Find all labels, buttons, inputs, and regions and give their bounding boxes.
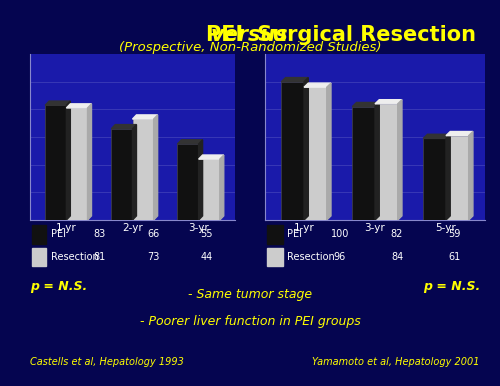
Bar [304,87,326,220]
Polygon shape [198,155,224,159]
Text: p = N.S.: p = N.S. [30,280,88,293]
Text: 59: 59 [448,230,460,239]
Polygon shape [304,83,331,87]
Polygon shape [352,102,380,107]
Polygon shape [66,104,92,108]
Polygon shape [398,100,402,220]
Polygon shape [88,104,92,220]
Polygon shape [326,83,331,220]
Bar [45,105,66,220]
Polygon shape [304,78,308,220]
Text: 81: 81 [94,252,106,262]
Bar [178,144,199,220]
Bar [375,104,398,220]
Text: 73: 73 [147,252,159,262]
Text: Yamamoto et al, Hepatology 2001: Yamamoto et al, Hepatology 2001 [312,357,480,367]
Text: 83: 83 [94,230,106,239]
Polygon shape [45,101,70,105]
Bar [112,129,132,220]
Polygon shape [375,100,402,104]
Bar [352,107,375,220]
Polygon shape [112,125,136,129]
Text: Castells et al, Hepatology 1993: Castells et al, Hepatology 1993 [30,357,184,367]
Polygon shape [220,155,224,220]
Polygon shape [178,140,203,144]
Bar [32,248,46,266]
Text: 100: 100 [330,230,349,239]
Bar [424,139,446,220]
Polygon shape [424,134,450,139]
Polygon shape [375,102,380,220]
Text: 66: 66 [147,230,159,239]
Text: PEI: PEI [50,230,66,239]
Bar [132,119,154,220]
Bar [32,225,46,244]
Text: 84: 84 [391,252,403,262]
Bar [66,108,87,220]
Text: p = N.S.: p = N.S. [423,280,480,293]
Text: PEI: PEI [206,25,250,45]
Text: 82: 82 [391,230,403,239]
Polygon shape [282,78,308,82]
Polygon shape [446,134,450,220]
Text: - Same tumor stage: - Same tumor stage [188,288,312,301]
Text: (Prospective, Non-Randomized Studies): (Prospective, Non-Randomized Studies) [119,41,382,54]
Bar [282,82,304,220]
Text: PEI: PEI [287,230,302,239]
Polygon shape [132,125,136,220]
Bar [198,159,220,220]
Bar [446,135,468,220]
Text: Surgical Resection: Surgical Resection [250,25,476,45]
Bar [267,248,282,266]
Text: - Poorer liver function in PEI groups: - Poorer liver function in PEI groups [140,315,360,328]
Polygon shape [132,115,158,119]
Text: Resection: Resection [287,252,335,262]
Text: Resection: Resection [50,252,98,262]
Polygon shape [154,115,158,220]
Text: 55: 55 [200,230,212,239]
Polygon shape [198,140,202,220]
Text: 61: 61 [448,252,460,262]
Polygon shape [66,101,70,220]
Text: versus: versus [211,25,289,45]
Text: 96: 96 [334,252,346,262]
Text: 44: 44 [200,252,212,262]
Polygon shape [468,132,473,220]
Bar [267,225,282,244]
Polygon shape [446,132,473,135]
